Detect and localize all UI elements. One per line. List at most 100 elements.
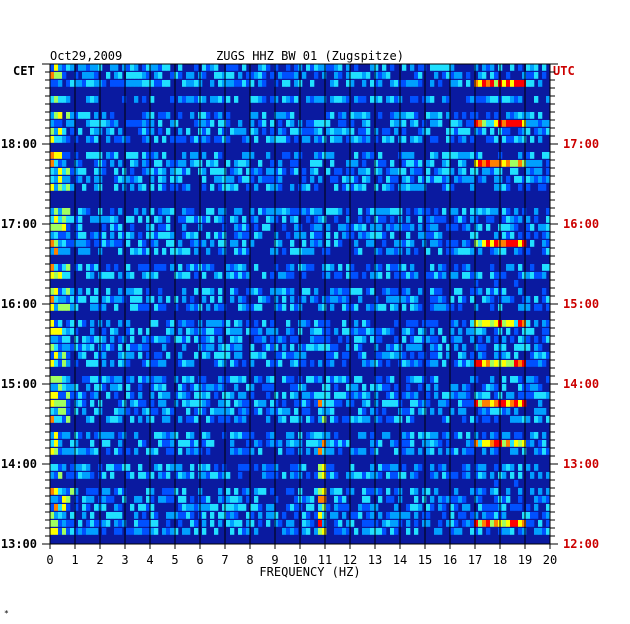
heatmap-cell: [466, 328, 471, 335]
heatmap-cell: [238, 320, 243, 327]
heatmap-cell: [146, 472, 151, 479]
heatmap-cell: [66, 448, 71, 455]
heatmap-cell: [182, 384, 187, 391]
heatmap-cell: [226, 392, 231, 399]
heatmap-cell: [454, 240, 459, 247]
heatmap-cell: [190, 296, 195, 303]
heatmap-cell: [334, 344, 339, 351]
heatmap-cell: [526, 184, 531, 191]
heatmap-cell: [490, 520, 495, 527]
heatmap-cell: [402, 136, 407, 143]
heatmap-cell: [446, 472, 451, 479]
heatmap-cell: [534, 72, 539, 79]
heatmap-cell: [450, 224, 455, 231]
heatmap-cell: [518, 464, 523, 471]
heatmap-cell: [66, 272, 71, 279]
heatmap-cell: [454, 272, 459, 279]
heatmap-cell: [370, 528, 375, 535]
heatmap-cell: [182, 168, 187, 175]
heatmap-cell: [390, 224, 395, 231]
heatmap-cell: [442, 496, 447, 503]
heatmap-cell: [522, 240, 527, 247]
heatmap-cell: [122, 184, 127, 191]
heatmap-cell: [122, 64, 127, 71]
heatmap-cell: [458, 128, 463, 135]
heatmap-cell: [410, 296, 415, 303]
heatmap-cell: [58, 176, 63, 183]
heatmap-cell: [274, 112, 279, 119]
heatmap-cell: [194, 288, 199, 295]
heatmap-cell: [258, 448, 263, 455]
heatmap-cell: [366, 392, 371, 399]
heatmap-cell: [418, 328, 423, 335]
heatmap-cell: [330, 448, 335, 455]
heatmap-cell: [166, 472, 171, 479]
heatmap-cell: [482, 120, 487, 127]
heatmap-cell: [182, 360, 187, 367]
heatmap-cell: [374, 440, 379, 447]
heatmap-cell: [158, 392, 163, 399]
heatmap-cell: [370, 464, 375, 471]
heatmap-cell: [358, 416, 363, 423]
heatmap-cell: [458, 248, 463, 255]
heatmap-cell: [446, 112, 451, 119]
heatmap-cell: [310, 360, 315, 367]
heatmap-cell: [326, 152, 331, 159]
heatmap-cell: [162, 496, 167, 503]
heatmap-cell: [466, 520, 471, 527]
heatmap-cell: [234, 448, 239, 455]
heatmap-cell: [174, 160, 179, 167]
heatmap-cell: [214, 304, 219, 311]
heatmap-cell: [482, 64, 487, 71]
heatmap-cell: [386, 416, 391, 423]
heatmap-cell: [322, 496, 327, 503]
heatmap-cell: [118, 512, 123, 519]
heatmap-cell: [490, 208, 495, 215]
heatmap-cell: [90, 64, 95, 71]
heatmap-cell: [482, 416, 487, 423]
heatmap-cell: [478, 128, 483, 135]
heatmap-cell: [350, 448, 355, 455]
heatmap-cell: [450, 296, 455, 303]
heatmap-cell: [54, 448, 59, 455]
heatmap-cell: [278, 128, 283, 135]
heatmap-cell: [366, 120, 371, 127]
heatmap-cell: [546, 496, 551, 503]
heatmap-cell: [542, 392, 547, 399]
heatmap-cell: [534, 336, 539, 343]
heatmap-cell: [222, 248, 227, 255]
heatmap-cell: [242, 360, 247, 367]
heatmap-cell: [206, 304, 211, 311]
heatmap-cell: [390, 520, 395, 527]
heatmap-cell: [190, 112, 195, 119]
heatmap-cell: [338, 448, 343, 455]
heatmap-cell: [518, 80, 523, 87]
heatmap-cell: [146, 168, 151, 175]
heatmap-cell: [50, 272, 55, 279]
heatmap-cell: [314, 64, 319, 71]
heatmap-cell: [338, 392, 343, 399]
heatmap-cell: [94, 488, 99, 495]
heatmap-cell: [54, 224, 59, 231]
heatmap-cell: [142, 120, 147, 127]
heatmap-cell: [350, 176, 355, 183]
heatmap-cell: [506, 328, 511, 335]
heatmap-cell: [162, 168, 167, 175]
heatmap-cell: [210, 160, 215, 167]
heatmap-cell: [534, 408, 539, 415]
heatmap-cell: [82, 336, 87, 343]
heatmap-cell: [234, 416, 239, 423]
heatmap-cell: [270, 376, 275, 383]
heatmap-cell: [302, 520, 307, 527]
heatmap-cell: [130, 168, 135, 175]
heatmap-cell: [534, 216, 539, 223]
heatmap-cell: [470, 232, 475, 239]
heatmap-cell: [126, 64, 131, 71]
heatmap-cell: [246, 464, 251, 471]
heatmap-cell: [158, 216, 163, 223]
heatmap-cell: [278, 440, 283, 447]
heatmap-cell: [282, 216, 287, 223]
heatmap-cell: [178, 176, 183, 183]
heatmap-cell: [546, 120, 551, 127]
heatmap-cell: [458, 304, 463, 311]
